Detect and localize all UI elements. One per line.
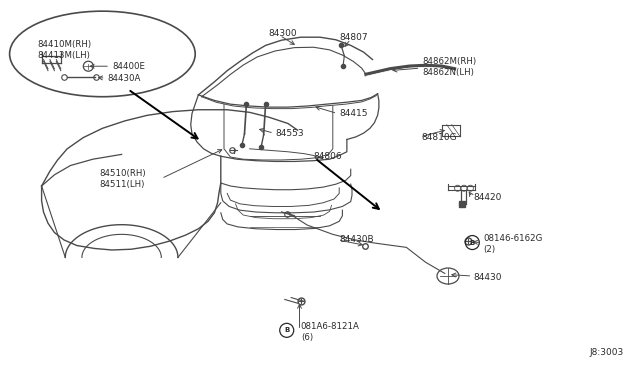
Text: 84430A: 84430A xyxy=(108,74,141,83)
Text: J8:3003: J8:3003 xyxy=(589,348,624,357)
Text: 84300: 84300 xyxy=(269,29,298,38)
Text: 84420: 84420 xyxy=(474,193,502,202)
Text: 081A6-8121A
(6): 081A6-8121A (6) xyxy=(301,322,360,342)
Text: 84415: 84415 xyxy=(339,109,368,118)
Text: 84862M(RH)
84862N(LH): 84862M(RH) 84862N(LH) xyxy=(422,57,477,77)
Text: 84553: 84553 xyxy=(275,129,304,138)
Text: 84806: 84806 xyxy=(314,152,342,161)
Text: 84430: 84430 xyxy=(474,273,502,282)
Text: 08146-6162G
(2): 08146-6162G (2) xyxy=(483,234,543,254)
Text: 84807: 84807 xyxy=(339,33,368,42)
Text: 84510(RH)
84511(LH): 84510(RH) 84511(LH) xyxy=(99,169,146,189)
Text: 84810G: 84810G xyxy=(421,133,457,142)
Text: B: B xyxy=(470,240,475,246)
Text: 84430B: 84430B xyxy=(339,235,374,244)
Text: B: B xyxy=(284,327,289,333)
Text: 84400E: 84400E xyxy=(112,62,145,71)
Text: 84410M(RH)
84413M(LH): 84410M(RH) 84413M(LH) xyxy=(37,40,92,60)
